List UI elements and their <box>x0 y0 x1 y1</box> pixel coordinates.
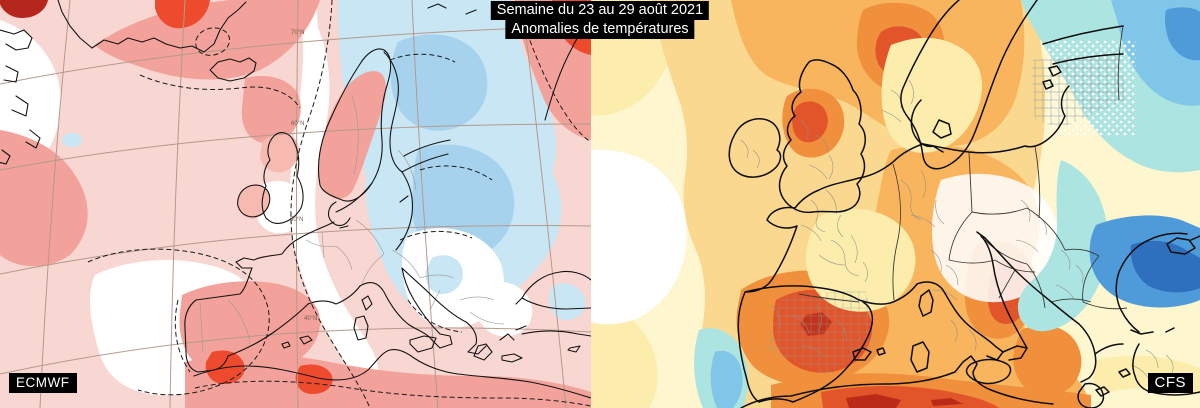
ecmwf-anomaly-map <box>0 0 591 408</box>
ecmwf-model-label: ECMWF <box>9 373 77 393</box>
ecmwf-graticule <box>0 0 591 408</box>
latitude-label-70n: 70°N <box>291 30 305 36</box>
cfs-model-label: CFS <box>1147 373 1193 393</box>
ecmwf-country-borders <box>199 95 505 353</box>
admin-mesh-texture <box>1031 54 1125 128</box>
latitude-label-40n: 40°N <box>304 316 318 322</box>
cfs-admin-boundaries <box>740 79 1174 380</box>
title-line1: Semaine du 23 au 29 août 2021 <box>490 1 710 20</box>
latitude-label-50n: 50°N <box>290 217 304 223</box>
latitude-label-60n: 60°N <box>291 121 305 127</box>
cfs-country-borders <box>798 25 1128 310</box>
cfs-anomaly-field <box>591 0 1200 408</box>
ecmwf-coastlines <box>0 0 591 399</box>
ecmwf-anomaly-field <box>0 0 591 408</box>
title-line2: Anomalies de températures <box>505 20 695 39</box>
cfs-anomaly-map <box>591 0 1200 408</box>
cfs-coastlines <box>728 0 1200 408</box>
